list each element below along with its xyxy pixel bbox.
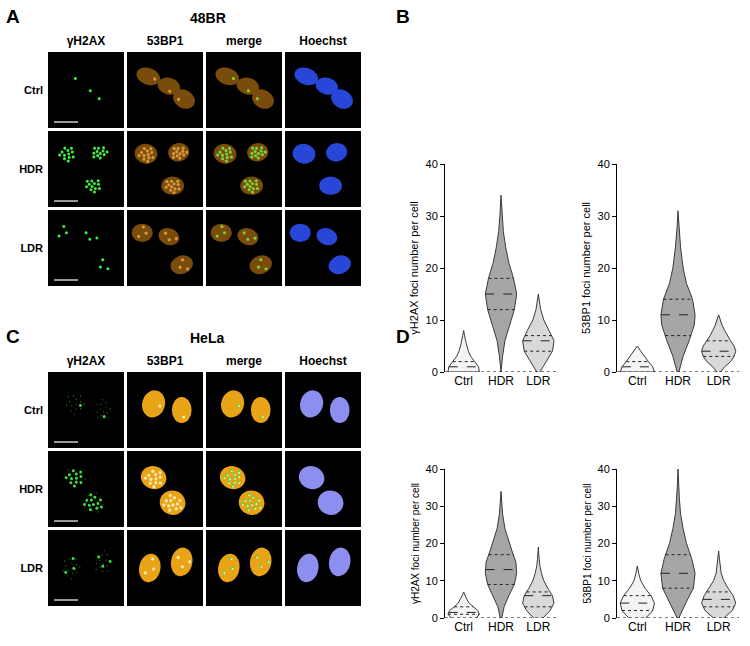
svg-text:Ctrl: Ctrl [24,84,43,96]
svg-text:40: 40 [598,463,610,475]
svg-text:30: 30 [598,500,610,512]
svg-text:γH2AX: γH2AX [67,354,106,368]
html-text:D: D [396,326,410,347]
svg-text:10: 10 [598,575,610,587]
svg-text:0: 0 [432,366,438,378]
svg-text:20: 20 [598,262,610,274]
svg-text:γH2AX: γH2AX [67,34,106,48]
html-text:48BR: 48BR [190,10,226,26]
svg-text:53BP1: 53BP1 [147,34,184,48]
svg-text:Ctrl: Ctrl [24,404,43,416]
svg-text:53BP1: 53BP1 [147,354,184,368]
svg-text:merge: merge [226,354,262,368]
svg-text:53BP1 foci number per cell: 53BP1 foci number per cell [582,483,593,603]
svg-text:merge: merge [226,34,262,48]
svg-text:HDR: HDR [19,163,43,175]
svg-text:γH2AX foci number per cell: γH2AX foci number per cell [410,483,421,604]
svg-text:HDR: HDR [488,374,514,388]
svg-text:HDR: HDR [665,620,691,634]
svg-text:30: 30 [426,210,438,222]
svg-text:Hoechst: Hoechst [299,354,346,368]
html-text:HeLa: HeLa [190,330,225,346]
html-text:A: A [6,6,20,27]
svg-text:20: 20 [426,262,438,274]
svg-text:10: 10 [426,314,438,326]
svg-text:30: 30 [426,500,438,512]
html-text:B: B [396,6,410,27]
svg-text:Ctrl: Ctrl [628,620,647,634]
html-text:C: C [6,326,20,347]
svg-text:0: 0 [604,612,610,624]
svg-text:40: 40 [426,158,438,170]
svg-text:10: 10 [598,314,610,326]
svg-text:Ctrl: Ctrl [628,374,647,388]
svg-text:0: 0 [604,366,610,378]
svg-text:20: 20 [426,537,438,549]
svg-text:Ctrl: Ctrl [454,620,473,634]
svg-text:Ctrl: Ctrl [454,374,473,388]
svg-text:Hoechst: Hoechst [299,34,346,48]
svg-text:53BP1 foci number per cell: 53BP1 foci number per cell [580,202,592,334]
svg-text:0: 0 [432,612,438,624]
svg-text:40: 40 [426,463,438,475]
svg-text:LDR: LDR [20,562,43,574]
svg-text:LDR: LDR [707,620,731,634]
svg-text:30: 30 [598,210,610,222]
svg-text:LDR: LDR [20,242,43,254]
svg-text:LDR: LDR [707,374,731,388]
svg-text:HDR: HDR [665,374,691,388]
svg-text:20: 20 [598,537,610,549]
svg-text:10: 10 [426,575,438,587]
svg-text:40: 40 [598,158,610,170]
svg-text:LDR: LDR [526,620,550,634]
svg-text:LDR: LDR [526,374,550,388]
svg-text:HDR: HDR [19,483,43,495]
svg-text:γH2AX foci number per cell: γH2AX foci number per cell [408,201,420,334]
svg-text:HDR: HDR [488,620,514,634]
